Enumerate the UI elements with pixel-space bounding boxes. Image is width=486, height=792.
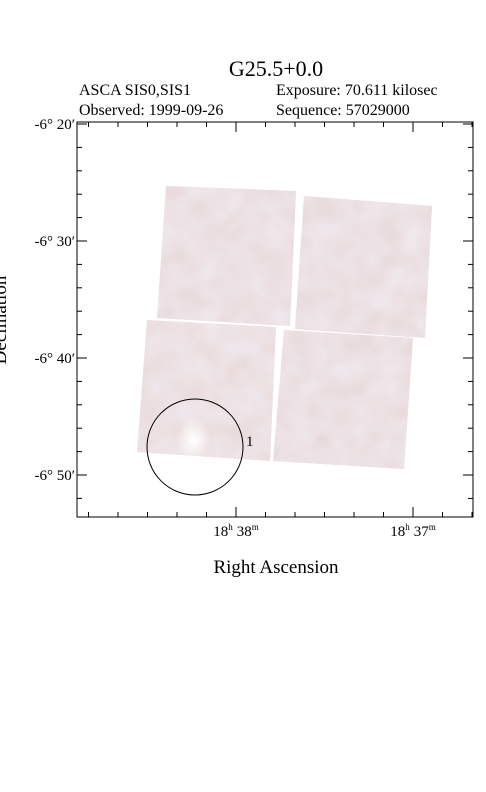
minutes: 38 xyxy=(237,524,252,540)
hours: 18 xyxy=(213,524,228,540)
exposure: Exposure: 70.611 kilosec xyxy=(276,82,438,99)
plot-frame xyxy=(76,121,474,518)
title: G25.5+0.0 xyxy=(229,56,323,81)
observed: Observed: 1999-09-26 xyxy=(79,102,223,119)
hours: 18 xyxy=(390,524,405,540)
hour-unit: h xyxy=(228,522,233,532)
ticks xyxy=(77,122,473,517)
y-tick-label: -6° 30′ xyxy=(34,234,75,250)
x-tick-label: 18h 37m xyxy=(390,522,436,540)
minutes: 37 xyxy=(414,524,430,540)
x-axis-label: Right Ascension xyxy=(213,557,339,578)
y-axis-label: Declination xyxy=(0,275,11,364)
minute-unit: m xyxy=(252,522,259,532)
image: 1 xyxy=(137,186,432,496)
instrument: ASCA SIS0,SIS1 xyxy=(79,82,191,99)
minute-unit: m xyxy=(429,522,436,532)
x-tick-label: 18h 38m xyxy=(213,522,259,540)
hour-unit: h xyxy=(405,522,410,532)
sequence: Sequence: 57029000 xyxy=(276,102,410,119)
y-tick-label: -6° 50′ xyxy=(34,468,75,484)
y-tick-label: -6° 20′ xyxy=(34,117,75,133)
region-label: 1 xyxy=(246,434,254,450)
y-tick-label: -6° 40′ xyxy=(34,351,75,367)
